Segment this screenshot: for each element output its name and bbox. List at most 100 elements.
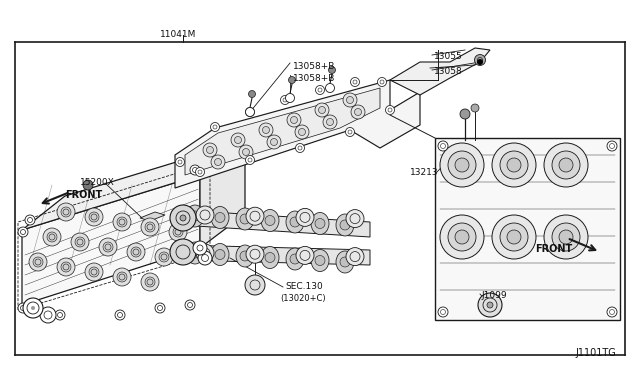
Text: 13058: 13058 xyxy=(434,67,463,76)
Polygon shape xyxy=(185,88,380,175)
Circle shape xyxy=(438,141,448,151)
Circle shape xyxy=(85,208,103,226)
Circle shape xyxy=(190,248,200,258)
Polygon shape xyxy=(140,212,165,221)
Ellipse shape xyxy=(336,251,354,273)
Text: (13020+C): (13020+C) xyxy=(280,294,326,303)
Circle shape xyxy=(246,155,255,164)
Circle shape xyxy=(448,223,476,251)
Circle shape xyxy=(71,233,89,251)
Circle shape xyxy=(57,203,75,221)
Circle shape xyxy=(155,303,165,313)
Circle shape xyxy=(215,212,225,222)
Circle shape xyxy=(271,138,278,145)
Ellipse shape xyxy=(286,248,304,270)
Circle shape xyxy=(61,207,71,217)
Circle shape xyxy=(40,307,56,323)
Circle shape xyxy=(190,165,200,175)
Circle shape xyxy=(287,113,301,127)
Circle shape xyxy=(240,214,250,224)
Circle shape xyxy=(145,277,155,287)
Circle shape xyxy=(18,227,28,237)
Circle shape xyxy=(25,215,35,225)
Ellipse shape xyxy=(336,214,354,236)
Circle shape xyxy=(507,158,521,172)
Circle shape xyxy=(103,242,113,252)
Circle shape xyxy=(267,135,281,149)
Circle shape xyxy=(196,206,214,224)
Ellipse shape xyxy=(236,245,254,267)
Circle shape xyxy=(385,106,394,115)
Circle shape xyxy=(315,256,325,266)
Circle shape xyxy=(170,239,196,265)
Circle shape xyxy=(289,77,296,83)
Circle shape xyxy=(378,77,387,87)
Circle shape xyxy=(29,253,47,271)
Circle shape xyxy=(474,55,486,65)
Circle shape xyxy=(544,215,588,259)
Circle shape xyxy=(18,303,28,313)
Circle shape xyxy=(285,93,294,103)
Circle shape xyxy=(492,215,536,259)
Circle shape xyxy=(141,273,159,291)
Circle shape xyxy=(196,244,214,262)
Circle shape xyxy=(351,105,365,119)
Circle shape xyxy=(31,306,35,310)
Circle shape xyxy=(57,258,75,276)
Circle shape xyxy=(211,155,225,169)
Circle shape xyxy=(460,109,470,119)
Circle shape xyxy=(351,77,360,87)
Circle shape xyxy=(265,215,275,225)
Circle shape xyxy=(203,143,217,157)
Circle shape xyxy=(552,223,580,251)
Polygon shape xyxy=(390,48,490,95)
Circle shape xyxy=(316,86,324,94)
Circle shape xyxy=(559,230,573,244)
Ellipse shape xyxy=(211,206,229,228)
Ellipse shape xyxy=(311,250,329,272)
Circle shape xyxy=(141,218,159,236)
Circle shape xyxy=(248,90,255,97)
Circle shape xyxy=(559,158,573,172)
Circle shape xyxy=(346,248,364,266)
Circle shape xyxy=(173,227,183,237)
Polygon shape xyxy=(180,210,370,237)
Circle shape xyxy=(448,151,476,179)
Ellipse shape xyxy=(186,242,204,264)
Circle shape xyxy=(33,257,43,267)
Circle shape xyxy=(207,147,214,154)
Circle shape xyxy=(343,93,357,107)
Circle shape xyxy=(89,212,99,222)
Circle shape xyxy=(340,220,350,230)
Text: 11041M: 11041M xyxy=(160,30,196,39)
Circle shape xyxy=(315,103,329,117)
Circle shape xyxy=(455,230,469,244)
Ellipse shape xyxy=(186,205,204,227)
Circle shape xyxy=(117,272,127,282)
Circle shape xyxy=(43,228,61,246)
Circle shape xyxy=(477,59,483,65)
Text: FRONT: FRONT xyxy=(535,244,572,254)
Ellipse shape xyxy=(236,208,254,230)
Text: J1099: J1099 xyxy=(481,291,507,300)
Circle shape xyxy=(195,245,205,255)
Circle shape xyxy=(127,243,145,261)
Polygon shape xyxy=(22,175,200,305)
Circle shape xyxy=(315,218,325,228)
Circle shape xyxy=(211,122,220,131)
Circle shape xyxy=(290,254,300,264)
Circle shape xyxy=(607,141,617,151)
Circle shape xyxy=(23,298,43,318)
Circle shape xyxy=(262,126,269,134)
Circle shape xyxy=(215,250,225,260)
Circle shape xyxy=(99,238,117,256)
Text: 15200X: 15200X xyxy=(80,178,115,187)
Circle shape xyxy=(243,148,250,155)
Circle shape xyxy=(323,115,337,129)
Circle shape xyxy=(190,211,200,221)
Circle shape xyxy=(234,137,241,144)
Circle shape xyxy=(295,125,309,139)
Circle shape xyxy=(193,241,207,255)
Circle shape xyxy=(340,257,350,267)
Circle shape xyxy=(290,217,300,227)
